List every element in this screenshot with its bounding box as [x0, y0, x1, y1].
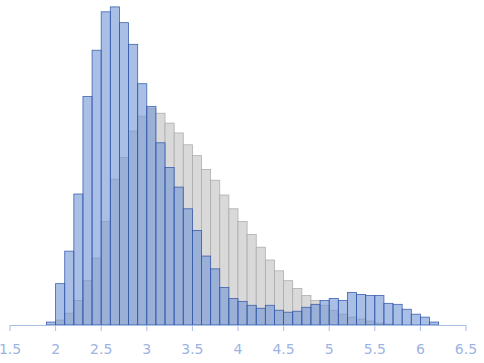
histogram-bar — [357, 294, 366, 325]
histogram-bar — [174, 133, 183, 325]
x-tick-label: 2.5 — [90, 341, 112, 357]
histogram-bar — [129, 44, 138, 325]
histogram-bar — [156, 113, 165, 325]
histogram-bar — [220, 195, 229, 325]
histogram-bar — [265, 260, 274, 325]
x-tick-label: 3 — [142, 341, 151, 357]
x-tick — [238, 325, 239, 331]
histogram-bar — [302, 307, 311, 325]
x-tick — [146, 325, 147, 331]
histogram-bar — [202, 256, 211, 325]
x-tick-label: 1.5 — [0, 341, 21, 357]
histogram-bar — [211, 269, 220, 325]
histogram-bar — [138, 84, 147, 325]
histogram-bar — [202, 169, 211, 325]
x-tick-label: 5 — [325, 341, 334, 357]
histogram-bar — [338, 300, 347, 325]
chart: 1.5 2 2.5 3 3.5 4 4.5 5 5.5 6 6.5 — [0, 0, 484, 363]
histogram-bar — [183, 145, 192, 325]
histogram-bar — [256, 308, 265, 325]
histogram-bar — [110, 7, 119, 325]
histogram-bar — [229, 298, 238, 325]
x-tick — [101, 325, 102, 331]
histogram-bar — [311, 304, 320, 325]
x-tick-label: 3.5 — [181, 341, 203, 357]
histogram-bar — [165, 167, 174, 325]
series — [46, 7, 438, 325]
histogram-bar — [329, 298, 338, 325]
histogram-bar — [183, 209, 192, 325]
histogram-bar — [238, 301, 247, 325]
x-tick — [329, 325, 330, 331]
histogram-bar — [247, 305, 256, 325]
histogram-bar — [402, 309, 411, 325]
histogram-bar — [192, 230, 201, 325]
histogram-bar — [274, 271, 283, 325]
histogram-bar — [238, 222, 247, 325]
histogram-bar — [247, 234, 256, 325]
histogram-bar — [284, 281, 293, 325]
bars — [46, 7, 438, 325]
histogram-bar — [302, 295, 311, 325]
x-tick-label: 4 — [234, 341, 243, 357]
x-tick — [10, 325, 11, 331]
histogram-bar — [211, 180, 220, 325]
histogram-bar — [293, 289, 302, 325]
histogram-bar — [430, 322, 439, 325]
histogram-bar — [265, 305, 274, 325]
histogram-bar — [229, 209, 238, 325]
histogram-bar — [284, 312, 293, 325]
x-tick-label: 6 — [416, 341, 425, 357]
x-tick — [283, 325, 284, 331]
x-tick — [374, 325, 375, 331]
histogram-bar — [420, 317, 429, 325]
histogram-bar — [311, 300, 320, 325]
x-tick — [192, 325, 193, 331]
histogram-bar — [92, 50, 101, 325]
histogram-bar — [320, 300, 329, 325]
histogram-bar — [74, 194, 83, 325]
x-tick-label: 4.5 — [272, 341, 294, 357]
histogram-bar — [293, 311, 302, 325]
x-tick-label: 6.5 — [455, 341, 477, 357]
x-tick-label: 2 — [51, 341, 60, 357]
histogram-bar — [147, 106, 156, 325]
x-tick — [466, 325, 467, 331]
histogram-bar — [165, 123, 174, 325]
histogram-bar — [156, 143, 165, 325]
histogram-bar — [256, 247, 265, 325]
histogram-bar — [83, 97, 92, 325]
x-tick — [55, 325, 56, 331]
histogram-bar — [192, 156, 201, 325]
x-tick — [420, 325, 421, 331]
histogram-bar — [347, 293, 356, 326]
histogram-bar — [366, 295, 375, 325]
histogram-bar — [46, 322, 55, 325]
histogram-bar — [384, 303, 393, 325]
histogram-bar — [274, 310, 283, 325]
histogram-bar — [174, 187, 183, 325]
histogram-bar — [220, 288, 229, 325]
histogram-bar — [393, 304, 402, 325]
x-tick-label: 5.5 — [364, 341, 386, 357]
histogram-bar — [411, 314, 420, 325]
histogram-bar — [375, 295, 384, 325]
histogram-bar — [65, 251, 74, 325]
histogram-bar — [101, 12, 110, 325]
histogram-bar — [119, 23, 128, 325]
histogram-bar — [56, 284, 65, 325]
